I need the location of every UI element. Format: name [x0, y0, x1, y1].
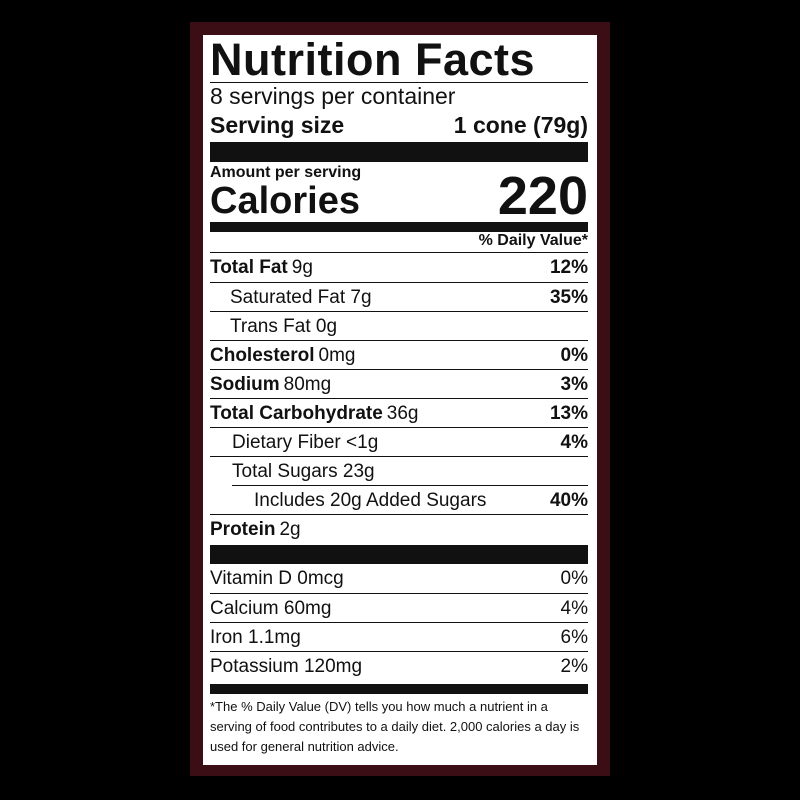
vitamin-name: Iron 1.1mg [210, 627, 301, 648]
nutrient-name: Includes 20g Added Sugars [254, 490, 487, 511]
nutrient-amount: 36g [386, 403, 419, 424]
nutrient-row: Total Carbohydrate 36g 13% [210, 398, 588, 428]
nutrient-name: Total Fat [210, 257, 288, 278]
nutrient-row: Saturated Fat 7g 35% [210, 282, 588, 312]
nutrient-row: Protein 2g [210, 514, 588, 544]
nutrient-name: Total Carbohydrate [210, 403, 383, 424]
nutrient-amount: 0mg [318, 345, 356, 366]
nutrient-name: Protein [210, 519, 276, 540]
nutrient-amount: 2g [279, 519, 301, 540]
nutrient-row: Trans Fat 0g [210, 311, 588, 341]
serving-size: Serving size 1 cone (79g) [210, 111, 588, 139]
nutrient-dv: 13% [549, 403, 588, 424]
amount-per-serving: Amount per serving [210, 164, 362, 181]
vitamin-name: Potassium 120mg [210, 656, 363, 677]
nutrient-dv: 3% [560, 374, 588, 395]
vitamin-row: Calcium 60mg 4% [210, 593, 588, 623]
title: Nutrition Facts [210, 34, 536, 85]
calories-label: Calories [210, 180, 360, 222]
vitamin-row: Vitamin D 0mcg 0% [210, 564, 588, 593]
nutrient-dv: 0% [560, 345, 588, 366]
vitamin-name: Calcium 60mg [210, 598, 332, 619]
nutrient-name: Trans Fat 0g [230, 316, 338, 337]
nutrient-name: Dietary Fiber <1g [232, 432, 379, 453]
nutrient-dv: 12% [549, 257, 588, 278]
vitamin-dv: 2% [560, 656, 588, 677]
serving-size-value: 1 cone (79g) [453, 112, 588, 138]
daily-value-header: % Daily Value* [478, 232, 588, 249]
thick-bar [210, 142, 588, 162]
footnote: *The % Daily Value (DV) tells you how mu… [210, 699, 580, 754]
nutrient-name: Sodium [210, 374, 280, 395]
nutrient-row: Total Sugars 23g [210, 456, 588, 486]
nutrient-dv: 35% [549, 287, 588, 308]
thick-bar [210, 545, 588, 564]
nutrient-name: Cholesterol [210, 345, 315, 366]
serving-size-label: Serving size [210, 112, 345, 138]
nutrient-amount: 80mg [283, 374, 332, 395]
medium-bar [210, 222, 588, 232]
nutrient-name: Total Sugars 23g [232, 461, 375, 482]
vitamin-row: Potassium 120mg 2% [210, 651, 588, 681]
nutrient-name: Saturated Fat 7g [230, 287, 372, 308]
vitamin-dv: 4% [560, 598, 588, 619]
nutrient-dv: 4% [560, 432, 588, 453]
nutrient-row: Sodium 80mg 3% [210, 369, 588, 399]
vitamin-name: Vitamin D 0mcg [210, 568, 344, 589]
nutrient-amount: 9g [291, 257, 313, 278]
nutrient-row: Cholesterol 0mg 0% [210, 340, 588, 370]
servings: 8 servings per container [210, 83, 456, 109]
nutrient-dv: 40% [549, 490, 588, 511]
nutrient-row: Total Fat 9g 12% [210, 252, 588, 282]
calories-value: 220 [497, 166, 588, 226]
vitamin-dv: 6% [560, 627, 588, 648]
nutrient-row: Includes 20g Added Sugars 40% [232, 485, 588, 515]
vitamin-row: Iron 1.1mg 6% [210, 622, 588, 652]
rule [210, 82, 588, 83]
nutrient-row: Dietary Fiber <1g 4% [210, 427, 588, 457]
medium-bar [210, 684, 588, 694]
vitamin-dv: 0% [560, 568, 588, 589]
